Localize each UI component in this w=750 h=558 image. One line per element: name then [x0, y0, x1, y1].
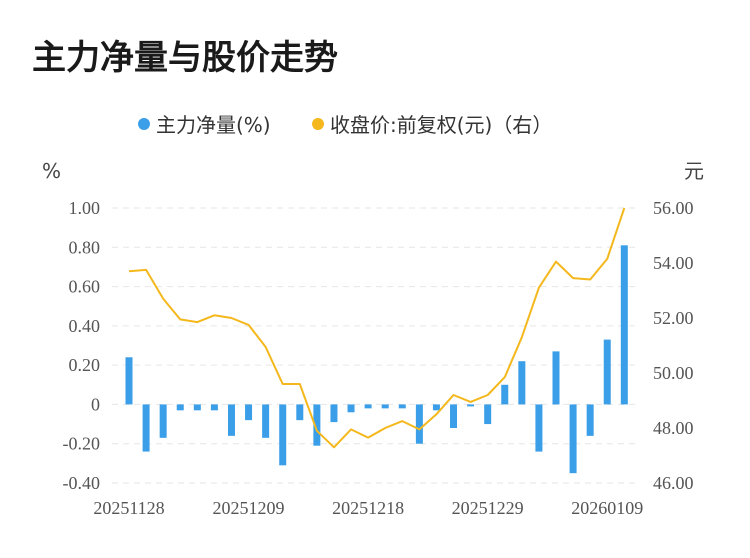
legend-label-net-volume: 主力净量(%) [156, 113, 271, 137]
close-price-line-group [128, 207, 626, 449]
net-volume-bar [381, 404, 389, 409]
net-volume-bar [279, 404, 287, 466]
net-volume-bar [347, 404, 355, 413]
net-volume-bar [450, 404, 458, 428]
right-tick-label: 52.00 [653, 308, 694, 328]
left-tick-label: -0.20 [63, 434, 101, 454]
net-volume-bar [330, 404, 338, 423]
net-volume-bar [210, 404, 218, 411]
net-volume-bar [296, 404, 304, 421]
net-volume-bar [432, 404, 440, 411]
net-volume-bar [620, 245, 628, 405]
right-tick-label: 56.00 [653, 198, 694, 218]
net-volume-bar [569, 404, 577, 474]
right-axis-unit: 元 [684, 159, 704, 183]
right-tick-label: 46.00 [653, 473, 694, 493]
left-tick-label: -0.40 [63, 473, 101, 493]
left-tick-label: 0.60 [69, 277, 101, 297]
net-volume-bar [125, 357, 133, 405]
right-tick-label: 50.00 [653, 363, 694, 383]
legend-dot-close-price [312, 118, 324, 130]
net-volume-bar [501, 384, 509, 405]
right-axis: 元 56.00 54.00 52.00 50.00 48.00 46.00 [653, 159, 704, 493]
net-volume-bar [535, 404, 543, 452]
left-axis: % 1.00 0.80 0.60 0.40 0.20 0 -0.20 -0.40 [42, 159, 100, 493]
close-price-line [128, 207, 626, 449]
left-tick-label: 0.40 [69, 316, 101, 336]
right-tick-label: 48.00 [653, 418, 694, 438]
right-tick-label: 54.00 [653, 253, 694, 273]
net-volume-bar [586, 404, 594, 436]
left-tick-label: 0 [91, 394, 100, 414]
net-volume-bar [142, 404, 150, 452]
net-volume-bar [552, 351, 560, 405]
net-volume-bar [398, 404, 406, 409]
left-axis-unit: % [42, 159, 61, 183]
legend: 主力净量(%) 收盘价:前复权(元)（右） [138, 113, 552, 137]
net-volume-bar [176, 404, 184, 411]
net-volume-bar [159, 404, 167, 438]
x-axis: 20251128 20251209 20251218 20251229 20260109 [93, 498, 643, 518]
page-title: 主力净量与股价走势 [32, 38, 338, 78]
left-tick-label: 0.20 [69, 355, 101, 375]
legend-label-close-price: 收盘价:前复权(元)（右） [330, 113, 552, 137]
net-volume-bar [484, 404, 492, 425]
net-volume-bar [313, 404, 321, 446]
net-volume-bar [518, 361, 526, 405]
net-volume-bar [193, 404, 201, 411]
left-tick-label: 0.80 [69, 237, 101, 257]
x-tick-label: 20251229 [452, 498, 524, 518]
x-tick-label: 20260109 [571, 498, 643, 518]
x-tick-label: 20251209 [213, 498, 285, 518]
net-volume-bar [415, 404, 423, 444]
grid-lines [112, 207, 640, 484]
x-tick-label: 20251128 [93, 498, 164, 518]
left-tick-label: 1.00 [69, 198, 101, 218]
net-volume-bar [603, 339, 611, 405]
net-volume-bar [245, 404, 253, 421]
net-volume-bars [125, 245, 628, 474]
net-volume-bar [364, 404, 372, 409]
net-volume-bar [467, 404, 475, 407]
net-volume-bar [227, 404, 235, 436]
x-tick-label: 20251218 [332, 498, 404, 518]
net-volume-bar [262, 404, 270, 438]
legend-dot-net-volume [138, 118, 150, 130]
